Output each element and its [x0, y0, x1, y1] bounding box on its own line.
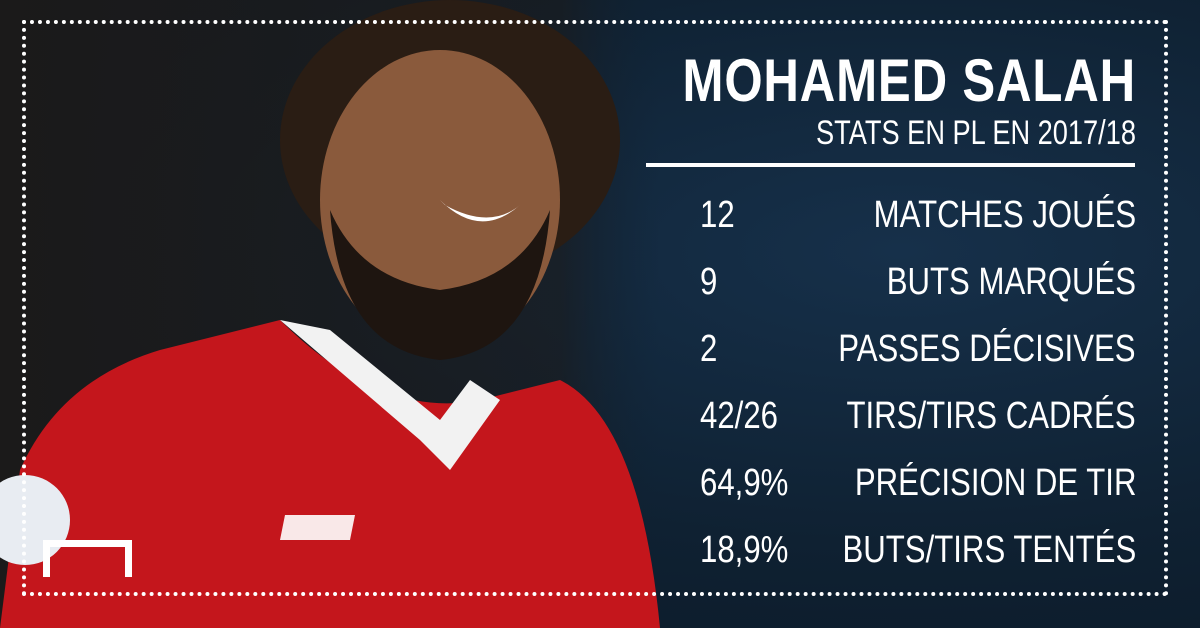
divider — [646, 163, 1135, 167]
stat-label: PRÉCISION DE TIR — [854, 462, 1136, 504]
page-subtitle: STATS EN PL EN 2017/18 — [816, 114, 1136, 152]
goal-logo — [43, 540, 132, 577]
stat-row: 9 BUTS MARQUÉS — [700, 261, 1136, 311]
stat-label: MATCHES JOUÉS — [873, 194, 1136, 236]
stat-value: 9 — [700, 261, 718, 303]
stat-value: 42/26 — [700, 395, 778, 437]
stat-value: 12 — [700, 194, 735, 236]
stat-label: TIRS/TIRS CADRÉS — [846, 395, 1136, 437]
stat-value: 2 — [700, 328, 718, 370]
stat-value: 18,9% — [700, 529, 789, 571]
stat-value: 64,9% — [700, 462, 789, 504]
stat-row: 2 PASSES DÉCISIVES — [700, 328, 1136, 378]
stat-label: PASSES DÉCISIVES — [838, 328, 1136, 370]
stat-row: 12 MATCHES JOUÉS — [700, 194, 1136, 244]
player-photo — [0, 0, 660, 628]
stat-row: 64,9% PRÉCISION DE TIR — [700, 462, 1136, 512]
page-title: MOHAMED SALAH — [682, 47, 1136, 114]
stat-row: 18,9% BUTS/TIRS TENTÉS — [700, 529, 1136, 579]
stat-row: 42/26 TIRS/TIRS CADRÉS — [700, 395, 1136, 445]
stat-label: BUTS/TIRS TENTÉS — [842, 529, 1136, 571]
stat-label: BUTS MARQUÉS — [886, 261, 1136, 303]
